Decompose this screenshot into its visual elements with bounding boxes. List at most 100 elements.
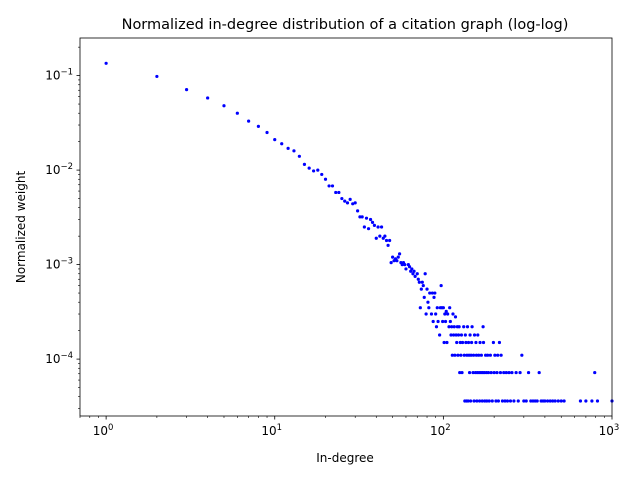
data-point bbox=[376, 225, 380, 229]
data-point bbox=[529, 399, 533, 403]
data-point bbox=[356, 209, 360, 213]
data-point bbox=[469, 340, 474, 345]
data-point bbox=[467, 370, 472, 375]
data-point bbox=[431, 319, 435, 324]
data-point bbox=[337, 190, 341, 195]
data-point bbox=[297, 154, 301, 158]
data-point bbox=[486, 353, 490, 357]
data-point bbox=[446, 312, 450, 316]
data-point bbox=[559, 399, 563, 403]
data-point bbox=[508, 399, 513, 403]
data-point bbox=[535, 399, 539, 403]
data-point bbox=[353, 201, 357, 205]
data-point bbox=[422, 295, 426, 299]
data-point bbox=[454, 333, 458, 337]
y-tick-label: 10−2 bbox=[45, 162, 73, 177]
data-point bbox=[456, 353, 460, 357]
data-point bbox=[413, 274, 417, 279]
data-point bbox=[443, 312, 447, 316]
x-tick-label-base: 10 bbox=[93, 424, 108, 438]
data-point bbox=[323, 177, 328, 181]
data-point bbox=[553, 399, 557, 403]
x-tick-label-exponent: 3 bbox=[614, 423, 619, 433]
data-point bbox=[486, 370, 491, 375]
x-tick-label-base: 10 bbox=[261, 424, 276, 438]
data-point bbox=[348, 197, 352, 201]
data-point bbox=[474, 340, 478, 345]
data-point bbox=[500, 399, 505, 403]
plot-area bbox=[80, 38, 612, 416]
x-axis-label: In-degree bbox=[316, 451, 374, 465]
data-point bbox=[256, 124, 261, 129]
data-point bbox=[273, 138, 277, 142]
data-point bbox=[370, 220, 375, 224]
data-point bbox=[412, 269, 416, 273]
data-point bbox=[410, 267, 414, 271]
data-point bbox=[449, 333, 453, 337]
data-point bbox=[312, 169, 316, 173]
data-point bbox=[453, 353, 457, 357]
data-point bbox=[407, 265, 412, 269]
data-point bbox=[472, 399, 476, 403]
data-point bbox=[307, 166, 311, 170]
data-point bbox=[477, 353, 481, 357]
data-point bbox=[512, 399, 516, 403]
data-point bbox=[391, 255, 395, 259]
data-point bbox=[545, 399, 550, 403]
data-point bbox=[396, 255, 400, 259]
data-point bbox=[478, 399, 482, 403]
x-tick-label-exponent: 2 bbox=[445, 423, 450, 433]
data-point bbox=[425, 287, 429, 291]
data-point bbox=[374, 236, 378, 240]
data-point bbox=[470, 325, 474, 329]
data-point bbox=[235, 111, 239, 115]
data-point bbox=[364, 216, 369, 220]
data-point bbox=[247, 119, 251, 123]
plot-frame bbox=[79, 37, 613, 417]
data-point bbox=[421, 283, 425, 288]
data-point bbox=[466, 340, 471, 345]
y-tick-labels: 10−410−310−210−1 bbox=[45, 68, 73, 366]
y-tick-label-base: 10 bbox=[45, 352, 60, 366]
data-point bbox=[466, 399, 470, 403]
data-point bbox=[456, 333, 461, 337]
data-point bbox=[481, 325, 485, 329]
data-point bbox=[426, 300, 430, 304]
data-point bbox=[487, 399, 491, 403]
y-tick-label-exponent: −3 bbox=[60, 257, 73, 267]
data-point bbox=[462, 353, 466, 357]
x-tick-label-base: 10 bbox=[430, 424, 445, 438]
data-point bbox=[360, 215, 364, 219]
data-point bbox=[362, 225, 366, 229]
x-tick-label-exponent: 1 bbox=[277, 423, 282, 433]
data-point bbox=[493, 353, 497, 357]
data-point bbox=[366, 227, 371, 231]
x-tick-label: 102 bbox=[430, 423, 451, 438]
data-point bbox=[411, 272, 415, 276]
data-point bbox=[334, 190, 338, 195]
data-point bbox=[330, 184, 335, 188]
data-point bbox=[524, 399, 528, 403]
data-point bbox=[468, 333, 472, 337]
data-point bbox=[455, 340, 459, 345]
data-point bbox=[593, 370, 597, 375]
data-point bbox=[497, 340, 502, 345]
data-point bbox=[526, 370, 531, 375]
data-point bbox=[465, 325, 470, 329]
data-point bbox=[491, 340, 495, 345]
data-point bbox=[516, 399, 520, 403]
data-point bbox=[505, 399, 510, 403]
data-point bbox=[459, 353, 463, 357]
data-point bbox=[474, 353, 479, 357]
data-point bbox=[438, 333, 442, 337]
data-point bbox=[340, 196, 344, 201]
data-point bbox=[417, 280, 421, 284]
data-point bbox=[451, 312, 455, 316]
data-point bbox=[419, 287, 423, 291]
data-point bbox=[433, 291, 437, 295]
y-tick-label-exponent: −4 bbox=[60, 351, 73, 361]
chart-title: Normalized in-degree distribution of a c… bbox=[122, 17, 569, 33]
data-point bbox=[595, 399, 600, 403]
data-point bbox=[556, 399, 560, 403]
data-points bbox=[104, 61, 614, 403]
